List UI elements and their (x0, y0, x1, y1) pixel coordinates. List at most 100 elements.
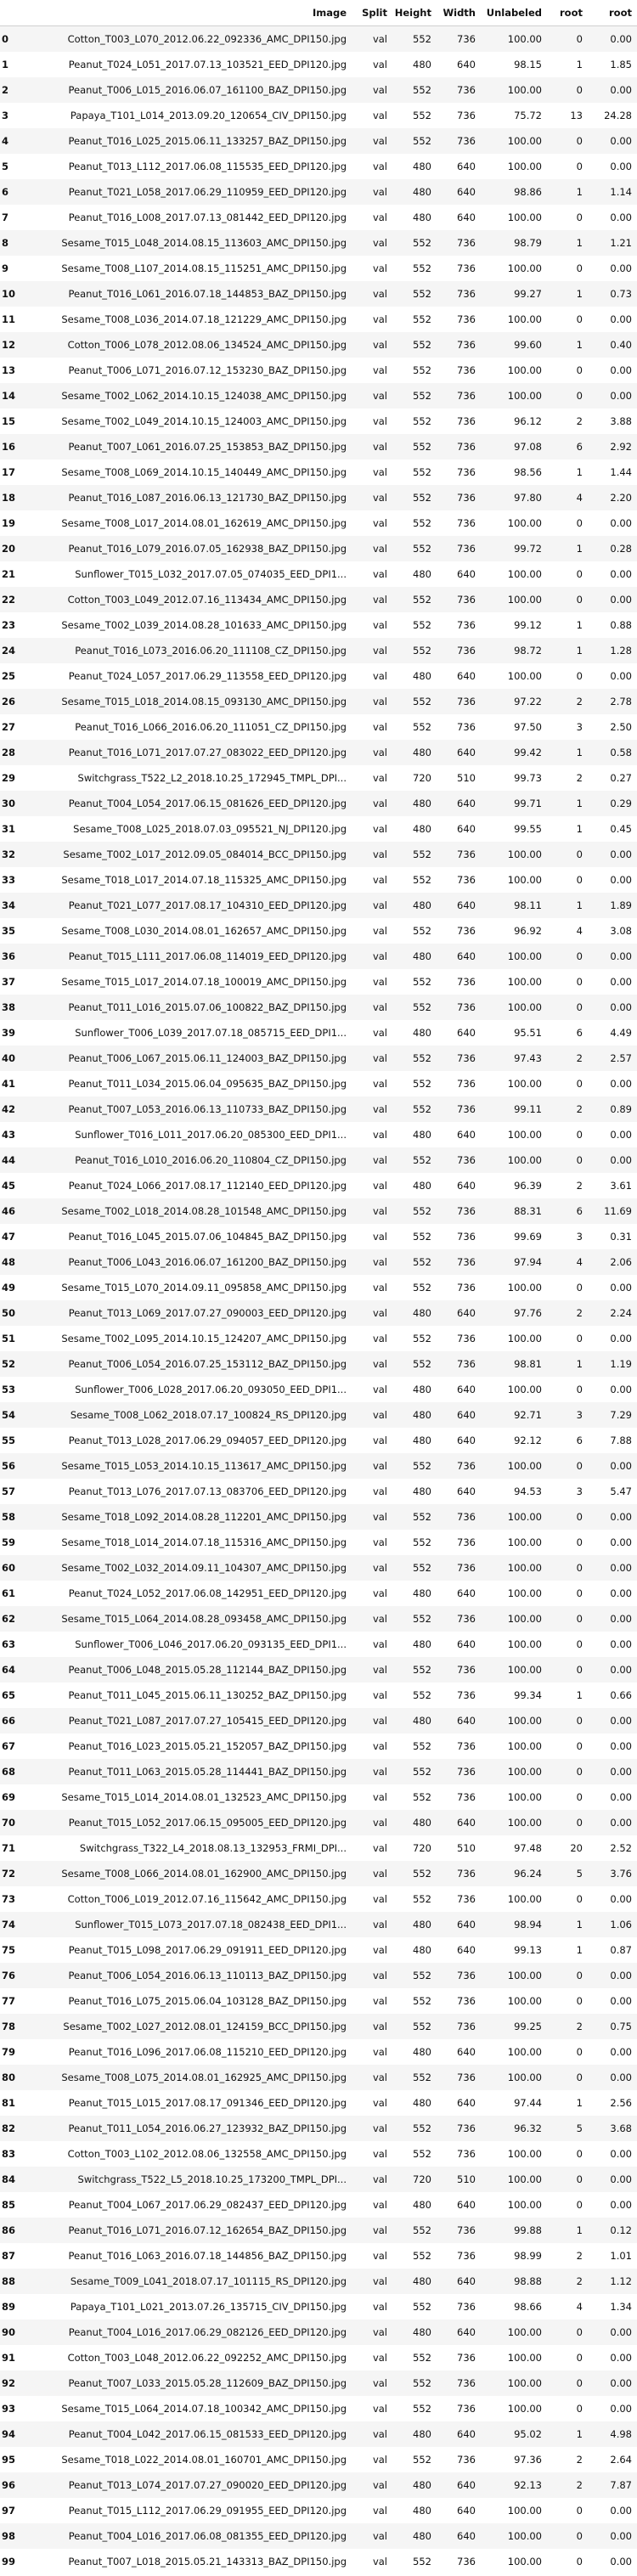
cell-width: 736 (437, 1351, 481, 1377)
cell-image: Peanut_T016_L096_2017.06.08_115210_EED_D… (29, 2039, 352, 2065)
cell-root-count: 0 (547, 256, 588, 281)
cell-width: 736 (437, 1046, 481, 1071)
cell-unlabeled: 98.94 (481, 1912, 547, 1937)
cell-unlabeled: 97.76 (481, 1300, 547, 1326)
cell-image: Sesame_T002_L049_2014.10.15_124003_AMC_D… (29, 409, 352, 434)
cell-height: 552 (392, 1096, 437, 1122)
cell-split: val (352, 1759, 392, 1784)
cell-root-count: 0 (547, 2396, 588, 2421)
row-index: 0 (0, 25, 29, 52)
cell-root-percent: 0.58 (588, 740, 637, 765)
cell-root-percent: 0.75 (588, 2014, 637, 2039)
row-index: 86 (0, 2218, 29, 2243)
cell-root-count: 1 (547, 2421, 588, 2447)
cell-image: Peanut_T011_L063_2015.05.28_114441_BAZ_D… (29, 1759, 352, 1784)
cell-unlabeled: 100.00 (481, 205, 547, 230)
row-index: 40 (0, 1046, 29, 1071)
cell-image: Peanut_T013_L028_2017.06.29_094057_EED_D… (29, 1428, 352, 1453)
cell-image: Sesame_T008_L025_2018.07.03_095521_NJ_DP… (29, 816, 352, 842)
table-row: 72 Sesame_T008_L066_2014.08.01_162900_AMC… (0, 1861, 637, 1886)
cell-width: 736 (437, 2345, 481, 2370)
table-row: 38 Peanut_T011_L016_2015.07.06_100822_BAZ… (0, 995, 637, 1020)
cell-height: 552 (392, 409, 437, 434)
cell-root-percent: 0.87 (588, 1937, 637, 1963)
cell-root-percent: 0.88 (588, 612, 637, 638)
cell-root-count: 0 (547, 1581, 588, 1606)
table-row: 35 Sesame_T008_L030_2014.08.01_162657_AMC… (0, 918, 637, 944)
cell-unlabeled: 96.24 (481, 1861, 547, 1886)
cell-height: 480 (392, 1581, 437, 1606)
cell-height: 480 (392, 1479, 437, 1504)
cell-image: Sesame_T008_L062_2018.07.17_100824_RS_DP… (29, 1402, 352, 1428)
cell-height: 480 (392, 2039, 437, 2065)
cell-root-percent: 7.88 (588, 1428, 637, 1453)
cell-root-percent: 0.00 (588, 842, 637, 867)
row-index: 98 (0, 2523, 29, 2549)
cell-unlabeled: 100.00 (481, 25, 547, 52)
table-row: 28 Peanut_T016_L071_2017.07.27_083022_EED… (0, 740, 637, 765)
cell-image: Sesame_T015_L070_2014.09.11_095858_AMC_D… (29, 1275, 352, 1300)
cell-root-percent: 0.00 (588, 2523, 637, 2549)
cell-width: 640 (437, 1632, 481, 1657)
cell-root-percent: 0.00 (588, 663, 637, 689)
row-index: 93 (0, 2396, 29, 2421)
cell-image: Cotton_T003_L049_2012.07.16_113434_AMC_D… (29, 587, 352, 612)
cell-root-percent: 3.76 (588, 1861, 637, 1886)
cell-width: 736 (437, 409, 481, 434)
cell-height: 480 (392, 663, 437, 689)
table-row: 60 Sesame_T002_L032_2014.09.11_104307_AMC… (0, 1555, 637, 1581)
cell-split: val (352, 689, 392, 714)
cell-width: 736 (437, 1759, 481, 1784)
cell-split: val (352, 1632, 392, 1657)
cell-split: val (352, 1377, 392, 1402)
cell-split: val (352, 1708, 392, 1733)
cell-root-percent: 0.00 (588, 2320, 637, 2345)
table-row: 18 Peanut_T016_L087_2016.06.13_121730_BAZ… (0, 485, 637, 510)
row-index: 50 (0, 1300, 29, 1326)
row-index: 44 (0, 1147, 29, 1173)
cell-unlabeled: 94.53 (481, 1479, 547, 1504)
cell-image: Peanut_T015_L098_2017.06.29_091911_EED_D… (29, 1937, 352, 1963)
cell-image: Peanut_T016_L066_2016.06.20_111051_CZ_DP… (29, 714, 352, 740)
row-index: 28 (0, 740, 29, 765)
cell-width: 640 (437, 893, 481, 918)
cell-image: Sesame_T008_L066_2014.08.01_162900_AMC_D… (29, 1861, 352, 1886)
cell-height: 552 (392, 2447, 437, 2472)
cell-width: 736 (437, 1683, 481, 1708)
cell-unlabeled: 100.00 (481, 867, 547, 893)
table-row: 65 Peanut_T011_L045_2015.06.11_130252_BAZ… (0, 1683, 637, 1708)
cell-split: val (352, 1351, 392, 1377)
cell-height: 552 (392, 689, 437, 714)
row-index: 70 (0, 1810, 29, 1835)
cell-height: 480 (392, 791, 437, 816)
row-index: 71 (0, 1835, 29, 1861)
cell-image: Sesame_T015_L053_2014.10.15_113617_AMC_D… (29, 1453, 352, 1479)
cell-width: 736 (437, 1326, 481, 1351)
table-row: 7 Peanut_T016_L008_2017.07.13_081442_EED_… (0, 205, 637, 230)
cell-unlabeled: 100.00 (481, 2039, 547, 2065)
cell-width: 736 (437, 1784, 481, 1810)
cell-image: Sesame_T015_L017_2014.07.18_100019_AMC_D… (29, 969, 352, 995)
cell-root-count: 1 (547, 179, 588, 205)
cell-height: 552 (392, 2345, 437, 2370)
table-row: 36 Peanut_T015_L111_2017.06.08_114019_EED… (0, 944, 637, 969)
cell-split: val (352, 2370, 392, 2396)
cell-split: val (352, 1071, 392, 1096)
cell-split: val (352, 1912, 392, 1937)
cell-split: val (352, 1275, 392, 1300)
cell-split: val (352, 1326, 392, 1351)
cell-image: Peanut_T007_L033_2015.05.28_112609_BAZ_D… (29, 2370, 352, 2396)
cell-root-percent: 0.00 (588, 1708, 637, 1733)
cell-unlabeled: 100.00 (481, 77, 547, 103)
cell-width: 640 (437, 1581, 481, 1606)
cell-height: 480 (392, 154, 437, 179)
row-index: 2 (0, 77, 29, 103)
cell-unlabeled: 100.00 (481, 1963, 547, 1988)
row-index: 95 (0, 2447, 29, 2472)
table-row: 54 Sesame_T008_L062_2018.07.17_100824_RS_… (0, 1402, 637, 1428)
cell-width: 640 (437, 2039, 481, 2065)
cell-root-percent: 0.00 (588, 944, 637, 969)
cell-image: Sesame_T015_L014_2014.08.01_132523_AMC_D… (29, 1784, 352, 1810)
header-height: Height (392, 0, 437, 26)
header-width: Width (437, 0, 481, 26)
